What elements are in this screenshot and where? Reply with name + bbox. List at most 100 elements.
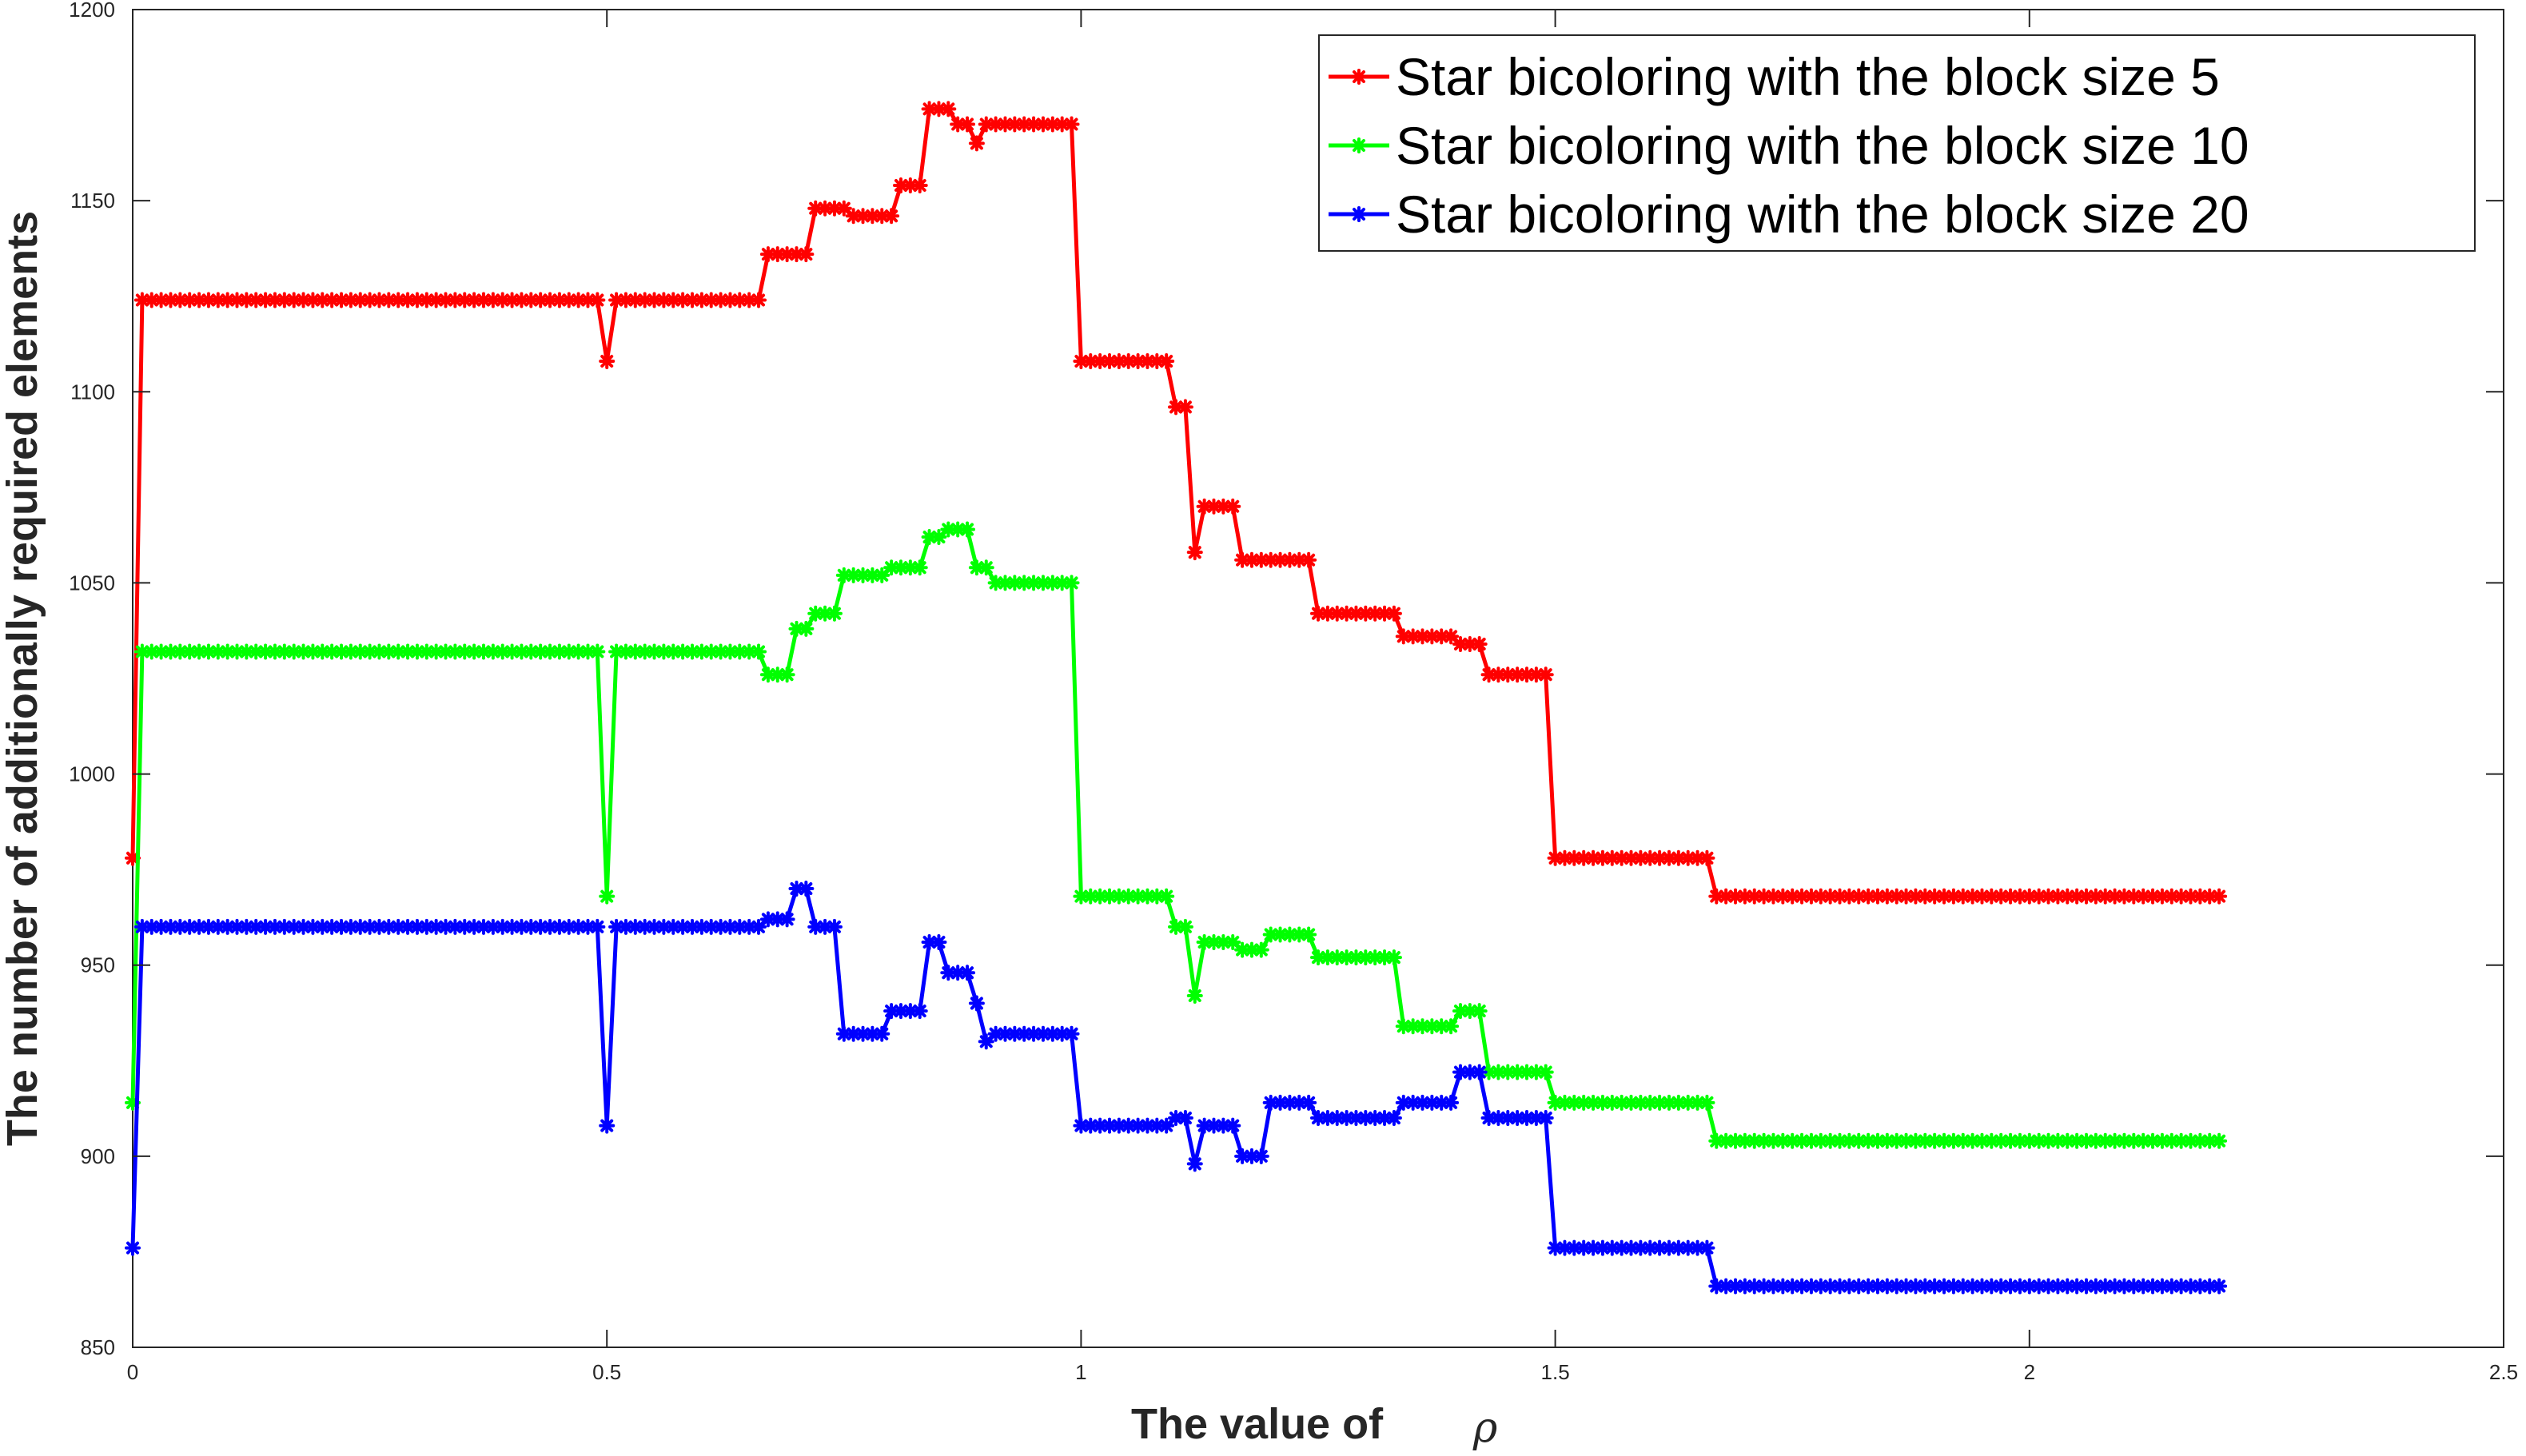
data-point [1377, 949, 1393, 966]
data-point [1186, 987, 1203, 1004]
data-point [1547, 1239, 1564, 1256]
data-point [826, 200, 843, 217]
y-tick-label: 1050 [69, 571, 115, 595]
data-point [1443, 628, 1460, 645]
x-tick-label: 1.5 [1541, 1360, 1570, 1384]
data-point [2087, 888, 2104, 905]
data-point [2211, 888, 2228, 905]
data-point [1272, 1094, 1289, 1111]
data-point [826, 605, 843, 622]
data-point [826, 918, 843, 935]
data-point [703, 918, 719, 935]
data-point [1784, 1278, 1801, 1295]
data-point [133, 643, 150, 660]
y-tick-label: 900 [81, 1144, 115, 1168]
data-point [1034, 575, 1051, 591]
data-point [143, 643, 160, 660]
data-point [751, 643, 767, 660]
data-point [504, 292, 520, 308]
data-point [266, 643, 283, 660]
data-point [418, 918, 435, 935]
data-point [2069, 1132, 2086, 1149]
data-point [959, 521, 976, 538]
data-point [817, 918, 834, 935]
data-point [950, 965, 966, 981]
data-point [1253, 1148, 1269, 1164]
data-point [1699, 1239, 1715, 1256]
y-tick-label: 1200 [69, 0, 115, 22]
data-point [523, 918, 540, 935]
data-point [1784, 1132, 1801, 1149]
data-point [1338, 605, 1355, 622]
data-point [1243, 1148, 1260, 1164]
data-point [1291, 551, 1308, 568]
data-point [1385, 605, 1402, 622]
x-tick-label: 0 [127, 1360, 138, 1384]
data-point [1225, 1117, 1241, 1134]
data-point [466, 292, 483, 308]
data-point [1351, 206, 1367, 222]
data-point [1348, 949, 1365, 966]
data-point [599, 1117, 616, 1134]
data-point [1613, 1239, 1630, 1256]
data-point [1537, 1064, 1554, 1080]
data-point [1670, 1094, 1687, 1111]
data-point [1006, 116, 1023, 133]
data-point [191, 292, 208, 308]
data-point [1215, 498, 1232, 515]
data-point [1945, 1132, 1962, 1149]
data-point [883, 208, 900, 225]
data-point [2078, 1132, 2094, 1149]
data-point [655, 643, 672, 660]
data-point [1879, 1278, 1895, 1295]
data-point [1301, 1094, 1317, 1111]
data-point [759, 911, 776, 928]
data-point [779, 911, 795, 928]
data-point [2078, 1278, 2094, 1295]
data-point [191, 643, 208, 660]
data-point [1490, 1110, 1507, 1127]
data-point [1186, 1156, 1203, 1172]
data-point [1063, 575, 1080, 591]
data-point [712, 643, 729, 660]
data-point [589, 918, 606, 935]
data-point [229, 292, 245, 308]
data-point [125, 1239, 141, 1256]
data-point [1869, 1132, 1886, 1149]
data-point [1689, 1094, 1706, 1111]
data-point [769, 246, 786, 263]
legend: Star bicoloring with the block size 5 Sta… [1318, 34, 2476, 252]
data-point [494, 918, 511, 935]
data-point [1670, 1239, 1687, 1256]
data-point [930, 934, 947, 951]
data-point [589, 292, 606, 308]
data-point [1566, 1094, 1583, 1111]
data-point [1253, 941, 1269, 958]
data-point [181, 643, 198, 660]
data-point [513, 643, 530, 660]
data-point [324, 643, 341, 660]
data-point [968, 995, 985, 1012]
data-point [1727, 888, 1744, 905]
data-point [1604, 849, 1620, 866]
data-point [542, 643, 559, 660]
data-point [627, 643, 643, 660]
data-point [1158, 353, 1175, 370]
data-point [1993, 888, 2010, 905]
x-tick-label: 1 [1075, 1360, 1086, 1384]
data-point [741, 292, 758, 308]
data-point [1917, 888, 1934, 905]
data-point [1329, 949, 1345, 966]
data-point [542, 918, 559, 935]
x-axis-label: The value of [1131, 1400, 1384, 1448]
data-point [1301, 926, 1317, 943]
data-point [940, 101, 957, 117]
data-point [1073, 1117, 1090, 1134]
data-point [1054, 116, 1070, 133]
series-markers [125, 101, 2228, 905]
data-point [1452, 1003, 1468, 1020]
data-point [722, 292, 739, 308]
data-point [845, 208, 862, 225]
data-point [285, 643, 302, 660]
data-point [1869, 888, 1886, 905]
